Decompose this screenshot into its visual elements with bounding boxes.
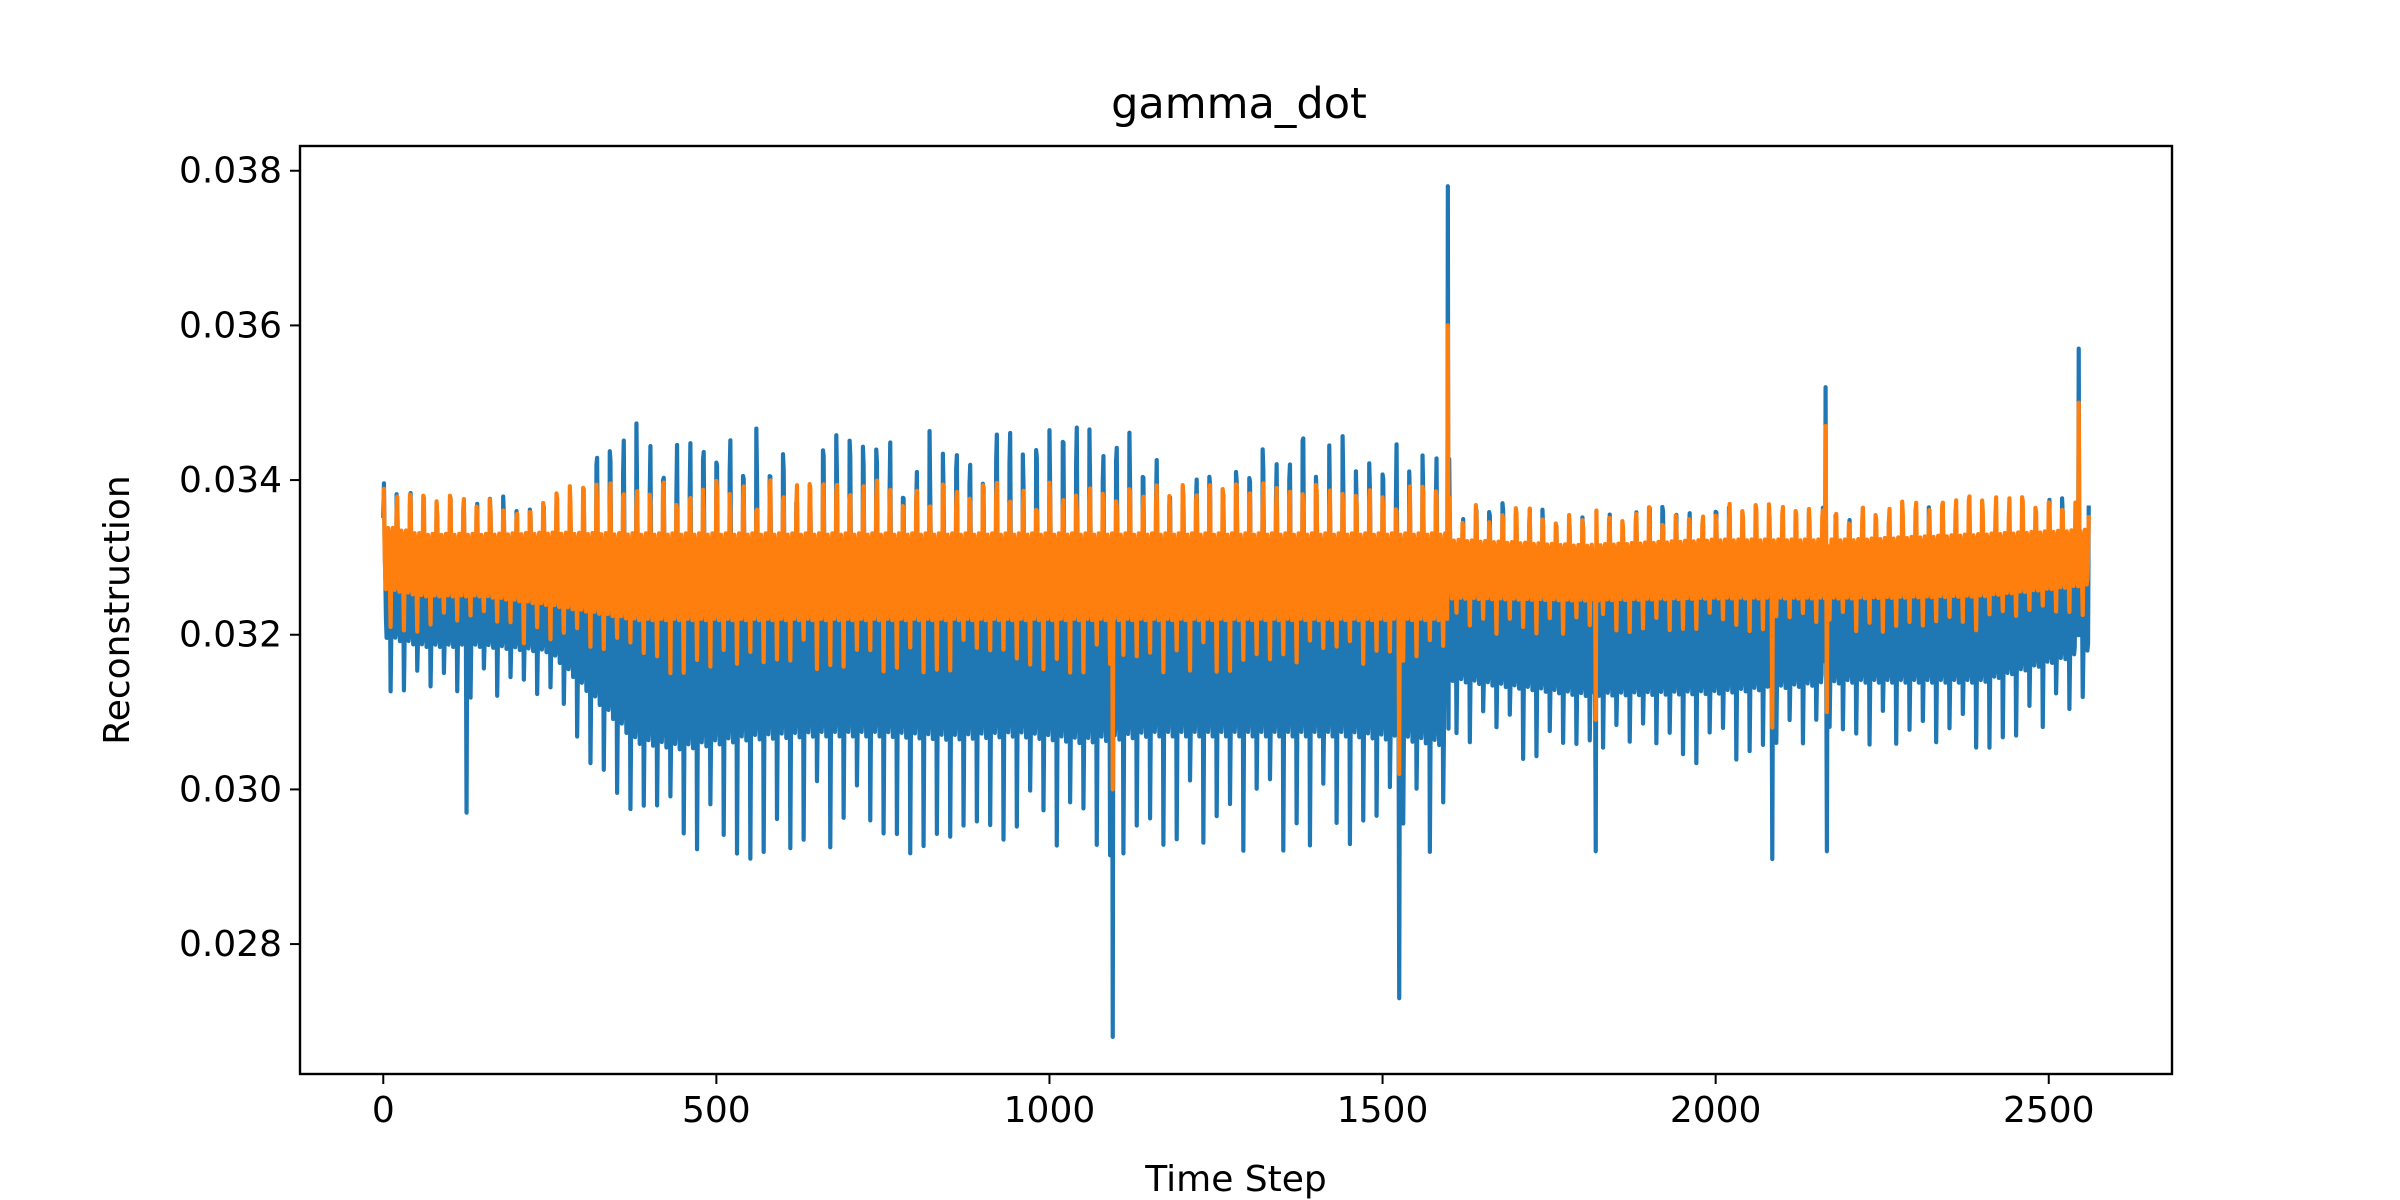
- y-tick-label: 0.038: [179, 151, 282, 192]
- x-tick-label: 1500: [1337, 1090, 1429, 1131]
- x-axis-label: Time Step: [1144, 1159, 1327, 1200]
- x-tick-label: 0: [372, 1090, 395, 1131]
- y-tick-label: 0.032: [179, 615, 282, 656]
- y-axis-label: Reconstruction: [97, 475, 138, 744]
- y-tick-label: 0.036: [179, 305, 282, 346]
- x-tick-label: 2500: [2003, 1090, 2095, 1131]
- chart-title: gamma_dot: [1111, 79, 1367, 129]
- plot-area: [381, 184, 2091, 1039]
- y-tick-label: 0.034: [179, 460, 282, 501]
- x-tick-label: 1000: [1004, 1090, 1096, 1131]
- series-line-2: [381, 323, 2091, 792]
- x-tick-label: 500: [682, 1090, 751, 1131]
- x-tick-label: 2000: [1670, 1090, 1762, 1131]
- y-axis: 0.028 0.030 0.032 0.034 0.036 0.038: [179, 151, 300, 965]
- plot-frame: [298, 144, 2174, 1076]
- series-line-1: [381, 184, 2091, 1039]
- y-tick-label: 0.030: [179, 769, 282, 810]
- x-axis: 0 500 1000 1500 2000 2500: [372, 1074, 2095, 1131]
- y-tick-label: 0.028: [179, 924, 282, 965]
